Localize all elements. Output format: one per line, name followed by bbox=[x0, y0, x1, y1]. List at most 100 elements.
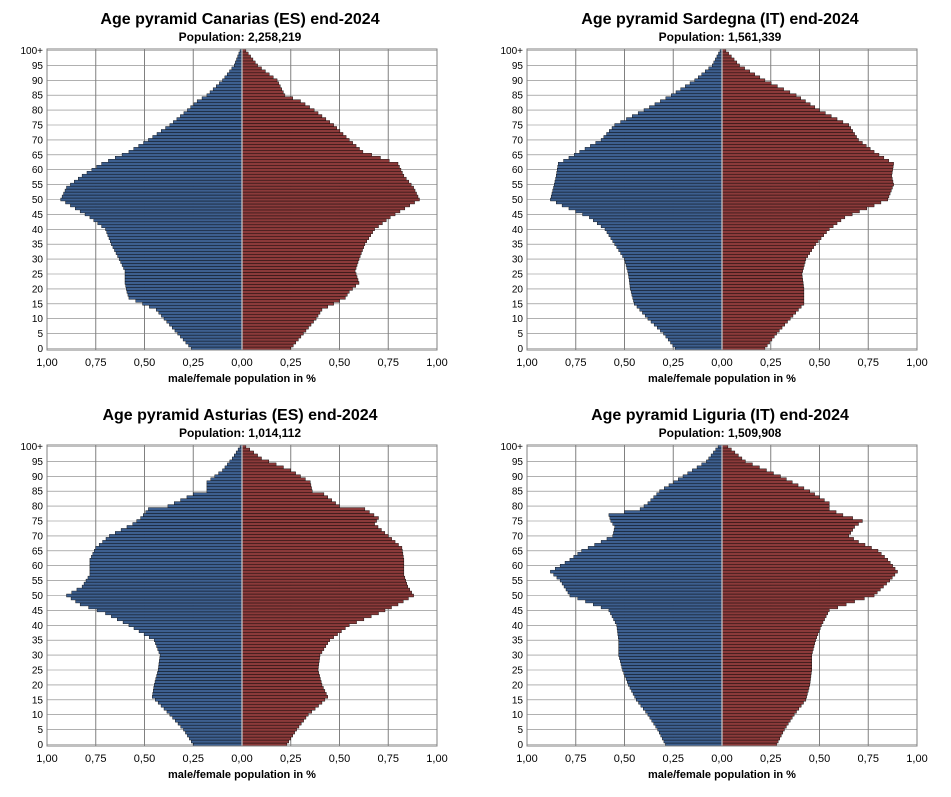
bar-female bbox=[721, 185, 893, 190]
bar-male bbox=[663, 739, 723, 744]
bar-female bbox=[241, 96, 293, 100]
bar-female bbox=[241, 266, 357, 270]
bar-male bbox=[185, 340, 243, 345]
bar-male bbox=[625, 677, 723, 681]
bar-female bbox=[241, 590, 412, 595]
bar-female bbox=[241, 713, 309, 717]
bar-female bbox=[721, 179, 894, 184]
y-tick-label: 15 bbox=[32, 695, 44, 706]
bar-female bbox=[241, 185, 414, 190]
bar-male bbox=[649, 715, 723, 720]
bar-female bbox=[241, 66, 262, 71]
bar-male bbox=[629, 281, 723, 285]
x-tick-label: 0,50 bbox=[809, 357, 830, 369]
bar-male bbox=[74, 179, 243, 184]
bar-female bbox=[721, 93, 797, 97]
bar-male bbox=[653, 322, 723, 327]
bar-female bbox=[241, 587, 410, 592]
bar-male bbox=[158, 650, 243, 654]
bar-female bbox=[241, 605, 392, 610]
bar-male bbox=[159, 659, 243, 663]
bar-male bbox=[87, 575, 243, 580]
bar-female bbox=[721, 200, 882, 205]
bar-female bbox=[241, 689, 326, 693]
y-tick-label: 15 bbox=[512, 695, 524, 706]
x-tick-label: 0,25 bbox=[280, 357, 301, 369]
y-tick-label: 40 bbox=[512, 225, 524, 236]
bar-male bbox=[673, 480, 723, 484]
bar-male bbox=[618, 635, 723, 639]
bar-male bbox=[556, 200, 723, 205]
bar-male bbox=[639, 308, 723, 312]
bar-female bbox=[241, 224, 379, 229]
bar-male bbox=[156, 674, 243, 678]
bar-male bbox=[625, 260, 723, 264]
bar-female bbox=[721, 701, 804, 705]
y-tick-label: 100+ bbox=[500, 46, 523, 57]
x-tick-label: 0,50 bbox=[614, 753, 635, 765]
bar-male bbox=[148, 507, 243, 511]
bar-male bbox=[96, 165, 243, 169]
bar-female bbox=[721, 674, 812, 678]
bar-male bbox=[636, 305, 723, 309]
bar-female bbox=[241, 173, 405, 178]
y-tick-label: 40 bbox=[512, 621, 524, 632]
y-tick-label: 50 bbox=[32, 195, 44, 206]
bar-female bbox=[721, 543, 866, 547]
bar-male bbox=[89, 566, 243, 571]
bar-male bbox=[63, 191, 243, 196]
bar-male bbox=[713, 60, 723, 65]
bar-female bbox=[721, 325, 783, 330]
bar-female bbox=[241, 108, 315, 112]
bar-male bbox=[70, 182, 243, 187]
bar-female bbox=[241, 698, 326, 702]
bar-female bbox=[721, 659, 812, 663]
bar-female bbox=[721, 718, 791, 723]
bar-female bbox=[241, 578, 407, 583]
chart-panel-asturias: Age pyramid Asturias (ES) end-2024 Popul… bbox=[5, 399, 475, 791]
bar-female bbox=[241, 63, 258, 68]
bar-female bbox=[241, 572, 405, 577]
x-tick-label: 1,00 bbox=[516, 357, 537, 369]
bar-male bbox=[613, 528, 723, 532]
bar-male bbox=[565, 587, 723, 592]
bar-female bbox=[241, 343, 294, 348]
y-tick-label: 65 bbox=[512, 546, 524, 557]
bar-female bbox=[721, 90, 791, 94]
bar-male bbox=[120, 528, 243, 532]
bar-female bbox=[241, 162, 399, 166]
bar-female bbox=[241, 87, 282, 91]
bar-female bbox=[241, 153, 372, 157]
bar-female bbox=[721, 153, 880, 157]
age-pyramid-chart: 0 5 10 15 20 25 30 35 40 45 50 55 60 65 70 75 80 85 90 95 10… bbox=[500, 46, 927, 385]
bar-female bbox=[241, 647, 325, 651]
bar-male bbox=[108, 159, 243, 163]
bar-male bbox=[664, 486, 723, 490]
bar-male bbox=[155, 698, 243, 702]
bar-male bbox=[656, 492, 723, 496]
x-tick-label: 0,00 bbox=[231, 357, 252, 369]
bar-male bbox=[632, 692, 723, 696]
bar-male bbox=[126, 290, 243, 294]
bar-female bbox=[721, 239, 819, 243]
bar-female bbox=[721, 510, 837, 514]
bar-male bbox=[138, 144, 243, 148]
bar-female bbox=[241, 197, 420, 202]
bar-female bbox=[721, 569, 898, 574]
bar-female bbox=[721, 641, 816, 645]
y-tick-label: 85 bbox=[32, 91, 44, 102]
bar-male bbox=[231, 66, 243, 71]
bar-male bbox=[102, 540, 243, 544]
bar-female bbox=[721, 233, 824, 237]
x-tick-label: 1,00 bbox=[36, 357, 57, 369]
bar-female bbox=[241, 569, 405, 574]
bar-male bbox=[158, 662, 243, 666]
bar-male bbox=[631, 689, 723, 693]
bar-female bbox=[241, 629, 342, 633]
bar-male bbox=[614, 525, 723, 529]
bar-female bbox=[241, 176, 407, 181]
bar-male bbox=[182, 337, 243, 342]
bar-female bbox=[241, 257, 360, 261]
bar-female bbox=[721, 686, 810, 690]
bar-female bbox=[721, 87, 784, 91]
